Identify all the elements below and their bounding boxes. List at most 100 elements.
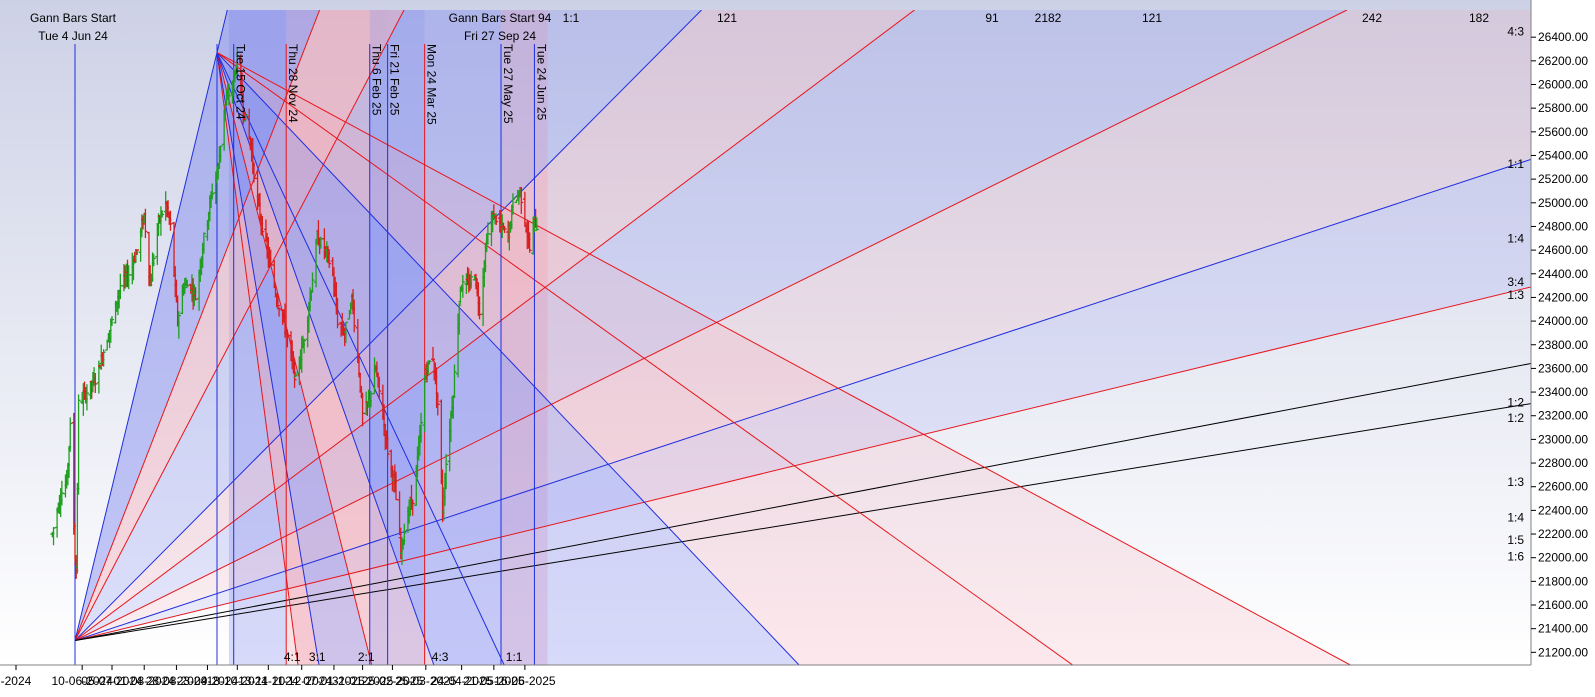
- ohlc-bar: [335, 297, 340, 329]
- date-tick-label: 21-05-2025: [463, 674, 525, 688]
- gann-ray: [74, 10, 405, 641]
- time-line-date-label: Fri 21 Feb 25: [388, 44, 402, 116]
- price-tick-label: 21400.00: [1538, 622, 1588, 636]
- price-tick-label: 23400.00: [1538, 385, 1588, 399]
- date-tick-label: 11-12-2024: [271, 674, 332, 688]
- price-tick-label: 25000.00: [1538, 196, 1588, 210]
- ohlc-bar: [93, 372, 98, 393]
- gann-ray: [216, 52, 505, 665]
- ohlc-bar: [292, 359, 297, 388]
- ohlc-bar: [151, 253, 156, 267]
- ohlc-bar: [522, 191, 527, 226]
- ohlc-bar: [168, 210, 173, 231]
- time-band: [369, 10, 388, 665]
- date-tick-label: 16-06-2025: [494, 674, 556, 688]
- time-band: [228, 10, 287, 665]
- price-tick-label: 21200.00: [1538, 645, 1588, 659]
- date-tick-label: 01-08-2024: [114, 674, 176, 688]
- date-tick-label: 10-06-2024: [51, 674, 113, 688]
- date-tick-label: 07-01-2025: [303, 674, 365, 688]
- date-tick-label: 05-07-2024: [81, 674, 143, 688]
- date-tick-label: 24-04-2025: [431, 674, 493, 688]
- gann-ray: [74, 403, 1531, 641]
- price-tick-label: 26400.00: [1538, 30, 1588, 44]
- date-tick-label: 31-01-2025: [332, 674, 394, 688]
- gann-start-label: Gann Bars Start: [30, 11, 117, 25]
- gann-ray: [216, 52, 1351, 665]
- time-line-date-label: Tue 27 May 25: [501, 44, 515, 124]
- ohlc-bar: [457, 303, 462, 335]
- ohlc-bar: [84, 384, 89, 411]
- price-tick-label: 22400.00: [1538, 503, 1588, 517]
- time-count-label: 121: [717, 11, 737, 25]
- ohlc-bar: [469, 270, 474, 289]
- date-tick-label: 25-02-2025: [362, 674, 424, 688]
- ohlc-bar: [235, 47, 240, 78]
- fan-ratio-label: 4:1: [284, 650, 301, 664]
- price-tick-label: 25400.00: [1538, 148, 1588, 162]
- date-tick-label: 25-03-2025: [395, 674, 457, 688]
- ohlc-bar: [109, 316, 114, 326]
- ohlc-bar: [410, 499, 415, 516]
- time-count-label: 1:1: [563, 11, 580, 25]
- ohlc-bar: [68, 417, 73, 452]
- ohlc-bar: [510, 193, 515, 215]
- price-tick-label: 25600.00: [1538, 125, 1588, 139]
- gann-ray: [74, 286, 1531, 641]
- time-count-label: 242: [1362, 11, 1382, 25]
- ohlc-bar: [422, 374, 427, 433]
- price-tick-label: 24400.00: [1538, 267, 1588, 281]
- gann-ray: [216, 52, 1073, 665]
- time-line-date-label: Thu 6 Feb 25: [370, 44, 384, 116]
- ohlc-bar: [343, 321, 348, 344]
- ohlc-bar: [160, 210, 165, 218]
- gann-ray: [74, 10, 915, 641]
- fan-ratio-label: 1:2: [1507, 411, 1524, 425]
- ohlc-bar: [101, 349, 106, 367]
- fan-ratio-label: 1:1: [506, 650, 523, 664]
- date-axis-panel: [0, 665, 1531, 692]
- price-tick-label: 22000.00: [1538, 551, 1588, 565]
- price-tick-label: 22800.00: [1538, 456, 1588, 470]
- time-line-date-label: Thu 28 Nov 24: [286, 44, 300, 123]
- price-tick-label: 24000.00: [1538, 314, 1588, 328]
- price-tick-label: 26000.00: [1538, 77, 1588, 91]
- date-tick-label: -2024: [1, 674, 32, 688]
- date-tick-label: 13-11-2024: [238, 674, 299, 688]
- gann-ray: [74, 10, 1348, 641]
- price-tick-label: 23600.00: [1538, 361, 1588, 375]
- date-tick-label: 23-09-2024: [177, 674, 239, 688]
- date-tick-label: 28-08-2024: [146, 674, 208, 688]
- ohlc-bar: [527, 232, 532, 253]
- ohlc-bar: [352, 299, 357, 333]
- fan-ratio-label: 1:3: [1507, 288, 1524, 302]
- time-count-label: 91: [985, 11, 999, 25]
- ohlc-bar: [201, 232, 206, 254]
- price-tick-label: 22200.00: [1538, 527, 1588, 541]
- ohlc-bar: [519, 186, 524, 214]
- ohlc-bar: [193, 287, 198, 301]
- time-band: [387, 10, 425, 665]
- ohlc-bar: [218, 145, 223, 163]
- ohlc-bar: [493, 213, 498, 225]
- ohlc-bar: [310, 272, 315, 293]
- price-tick-label: 26200.00: [1538, 54, 1588, 68]
- ohlc-bar: [285, 329, 290, 348]
- fan-ratio-label: 1:6: [1507, 550, 1524, 564]
- fan-ratio-label: 1:4: [1507, 231, 1524, 245]
- ohlc-bar: [293, 371, 298, 377]
- fan-ratio-label: 3:4: [1507, 275, 1524, 289]
- fan-ratio-label: 1:3: [1507, 475, 1524, 489]
- price-tick-label: 23000.00: [1538, 432, 1588, 446]
- time-band: [286, 10, 370, 665]
- price-tick-label: 21800.00: [1538, 574, 1588, 588]
- date-tick-label: 18-10-2024: [207, 674, 269, 688]
- ohlc-bar: [435, 392, 440, 416]
- fan-ratio-label: 2:1: [358, 650, 375, 664]
- gann-ray: [74, 10, 321, 641]
- ohlc-bar: [143, 208, 148, 239]
- ohlc-bar: [385, 436, 390, 460]
- gann-ray: [216, 52, 800, 665]
- ohlc-bar: [494, 215, 499, 226]
